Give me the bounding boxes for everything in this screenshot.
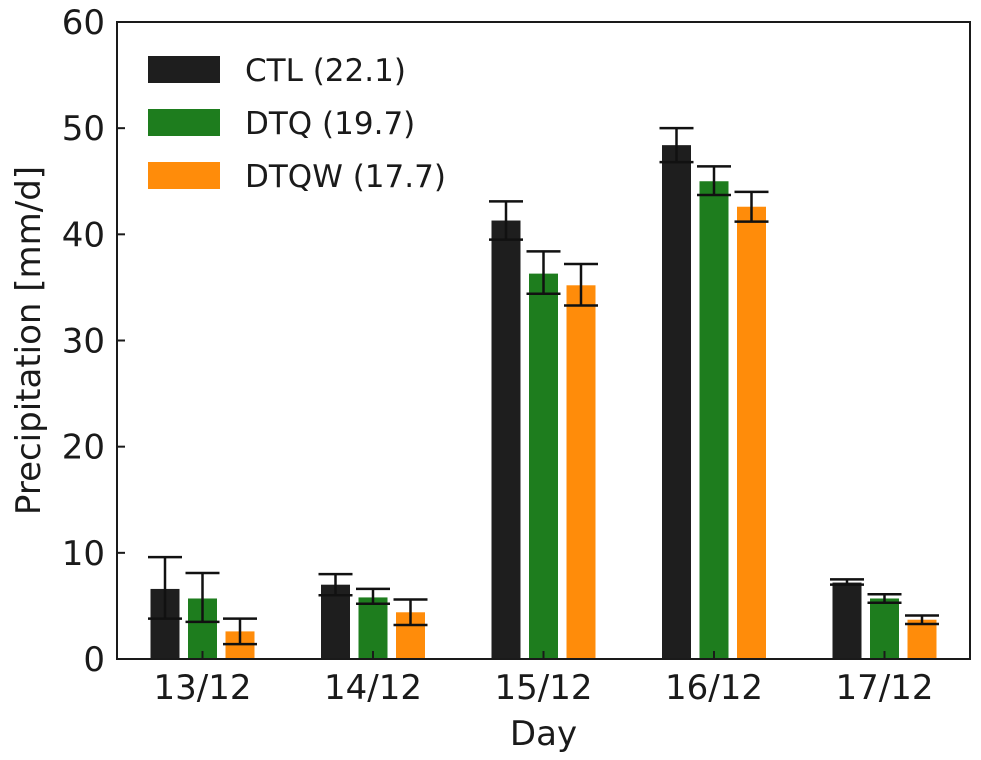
bar-dtq-4 <box>870 598 899 659</box>
ticks-layer: 13/12 14/12 15/12 16/12 17/12 0 10 20 30 40 50 60 <box>62 3 934 708</box>
legend-label-ctl: CTL (22.1) <box>245 53 406 89</box>
x-tick-label: 16/12 <box>665 668 763 708</box>
y-tick-label: 10 <box>62 534 105 574</box>
x-tick-label: 17/12 <box>836 668 934 708</box>
legend-swatch-dtq <box>148 109 220 136</box>
y-tick-label: 40 <box>62 215 105 255</box>
x-tick-label: 15/12 <box>495 668 593 708</box>
bar-dtq-1 <box>358 597 388 659</box>
y-tick-label: 20 <box>62 428 105 468</box>
legend-swatch-ctl <box>148 56 220 83</box>
error-bars-layer <box>148 126 939 646</box>
bar-ctl-3 <box>662 145 691 660</box>
x-tick-label: 13/12 <box>154 668 252 708</box>
bars-layer <box>150 145 937 660</box>
legend-label-dtqw: DTQW (17.7) <box>245 159 446 195</box>
legend-label-dtq: DTQ (19.7) <box>245 106 415 142</box>
y-tick-label: 50 <box>62 109 105 149</box>
x-axis-title: Day <box>510 714 577 754</box>
bar-dtqw-3 <box>737 206 766 660</box>
y-axis-title: Precipitation [mm/d] <box>9 166 49 515</box>
bar-dtqw-4 <box>907 619 937 659</box>
bar-dtq-3 <box>699 181 729 659</box>
legend-swatch-dtqw <box>148 162 220 189</box>
bar-ctl-1 <box>321 584 350 659</box>
y-tick-label: 0 <box>83 640 105 680</box>
bar-ctl-2 <box>491 220 521 659</box>
y-tick-label: 30 <box>62 322 105 362</box>
y-tick-label: 60 <box>62 3 105 43</box>
legend: CTL (22.1) DTQ (19.7) DTQW (17.7) <box>148 53 446 195</box>
bar-ctl-4 <box>832 582 862 659</box>
x-tick-label: 14/12 <box>324 668 422 708</box>
bar-dtq-2 <box>529 273 558 659</box>
bar-dtqw-2 <box>566 285 596 659</box>
